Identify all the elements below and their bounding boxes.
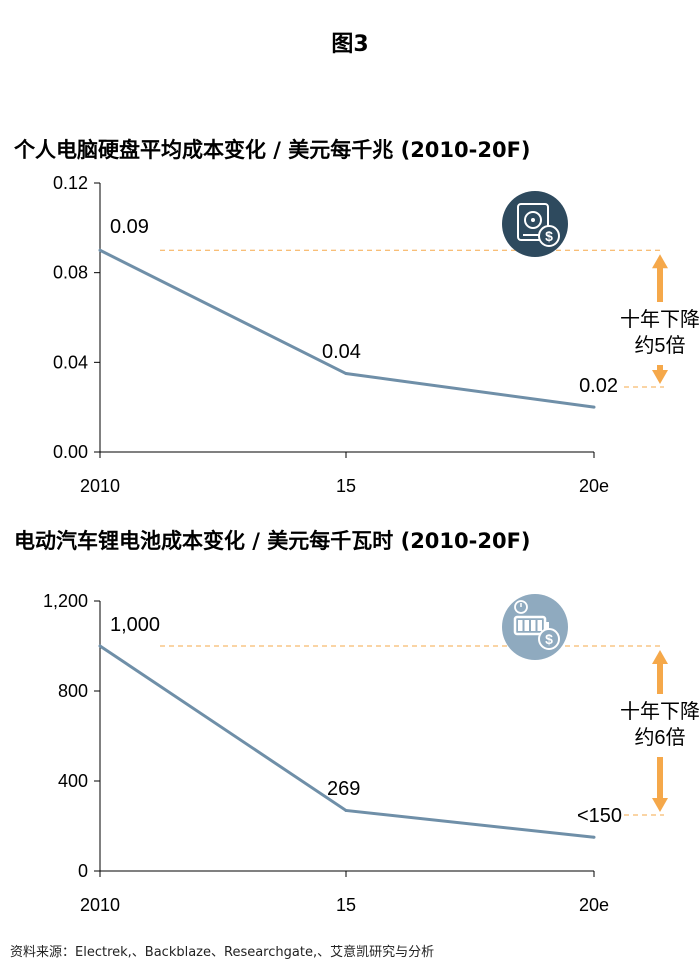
chart1-data-label: 0.09	[110, 216, 149, 238]
chart1-arrow-down-shaft	[657, 365, 663, 371]
chart1-data-point	[592, 405, 596, 409]
chart1-y-tick-label: 0.04	[53, 352, 88, 372]
chart1-y-tick-label: 0.00	[53, 442, 88, 462]
svg-text:$: $	[545, 228, 553, 244]
chart1-arrow-up-head	[652, 254, 668, 269]
chart1-arrow-up-shaft	[657, 267, 663, 302]
chart2-x-tick-label: 2010	[80, 895, 120, 915]
chart1-x-tick-label: 15	[336, 476, 356, 496]
chart1-data-label: 0.02	[579, 375, 618, 397]
chart2-data-label: 269	[327, 778, 360, 800]
chart1-annotation-line2: 约5倍	[634, 334, 685, 357]
chart1-title: 个人电脑硬盘平均成本变化 / 美元每千兆 (2010-20F)	[14, 138, 531, 162]
chart1-data-label: 0.04	[322, 341, 361, 363]
chart2-y-tick-label: 1,200	[43, 591, 88, 611]
chart1-data-point	[98, 248, 102, 252]
hard-drive-dollar-icon: $	[502, 191, 568, 257]
svg-text:$: $	[545, 631, 553, 647]
chart2-arrow-down-shaft	[657, 757, 663, 799]
chart2-arrow-up-shaft	[657, 663, 663, 694]
chart2-data-point	[592, 835, 596, 839]
chart2-series-line	[99, 644, 595, 839]
source-note: 资料来源：Electrek,、Backblaze、Researchgate,、艾…	[10, 945, 435, 960]
chart2-annotation-line2: 约6倍	[634, 726, 685, 749]
chart1-y-tick-label: 0.08	[53, 263, 88, 283]
chart1-data-point	[344, 372, 348, 376]
chart1-x-tick-label: 2010	[80, 476, 120, 496]
chart2-x-tick-label: 20e	[579, 895, 609, 915]
chart2-annotation-line1: 十年下降	[620, 700, 700, 723]
chart1-arrow-down-head	[652, 370, 668, 384]
chart2-x-tick-label: 15	[336, 895, 356, 915]
chart2-y-tick-label: 400	[58, 771, 88, 791]
chart2-data-point	[344, 808, 348, 812]
chart2-arrow-up-head	[652, 650, 668, 664]
chart2-data-point	[98, 644, 102, 648]
chart2-data-label: 1,000	[110, 614, 160, 636]
chart1-x-tick-label: 20e	[579, 476, 609, 496]
chart1-y-tick-label: 0.12	[53, 173, 88, 193]
battery-dollar-icon: $	[502, 594, 568, 660]
chart1-annotation-line1: 十年下降	[620, 308, 700, 331]
chart2-data-label: <150	[577, 805, 622, 827]
chart2-y-tick-label: 0	[78, 861, 88, 881]
chart2-arrow-down-head	[652, 798, 668, 812]
chart2-title: 电动汽车锂电池成本变化 / 美元每千瓦时 (2010-20F)	[14, 529, 531, 553]
chart2-y-tick-label: 800	[58, 681, 88, 701]
figure-title: 图3	[331, 32, 369, 57]
